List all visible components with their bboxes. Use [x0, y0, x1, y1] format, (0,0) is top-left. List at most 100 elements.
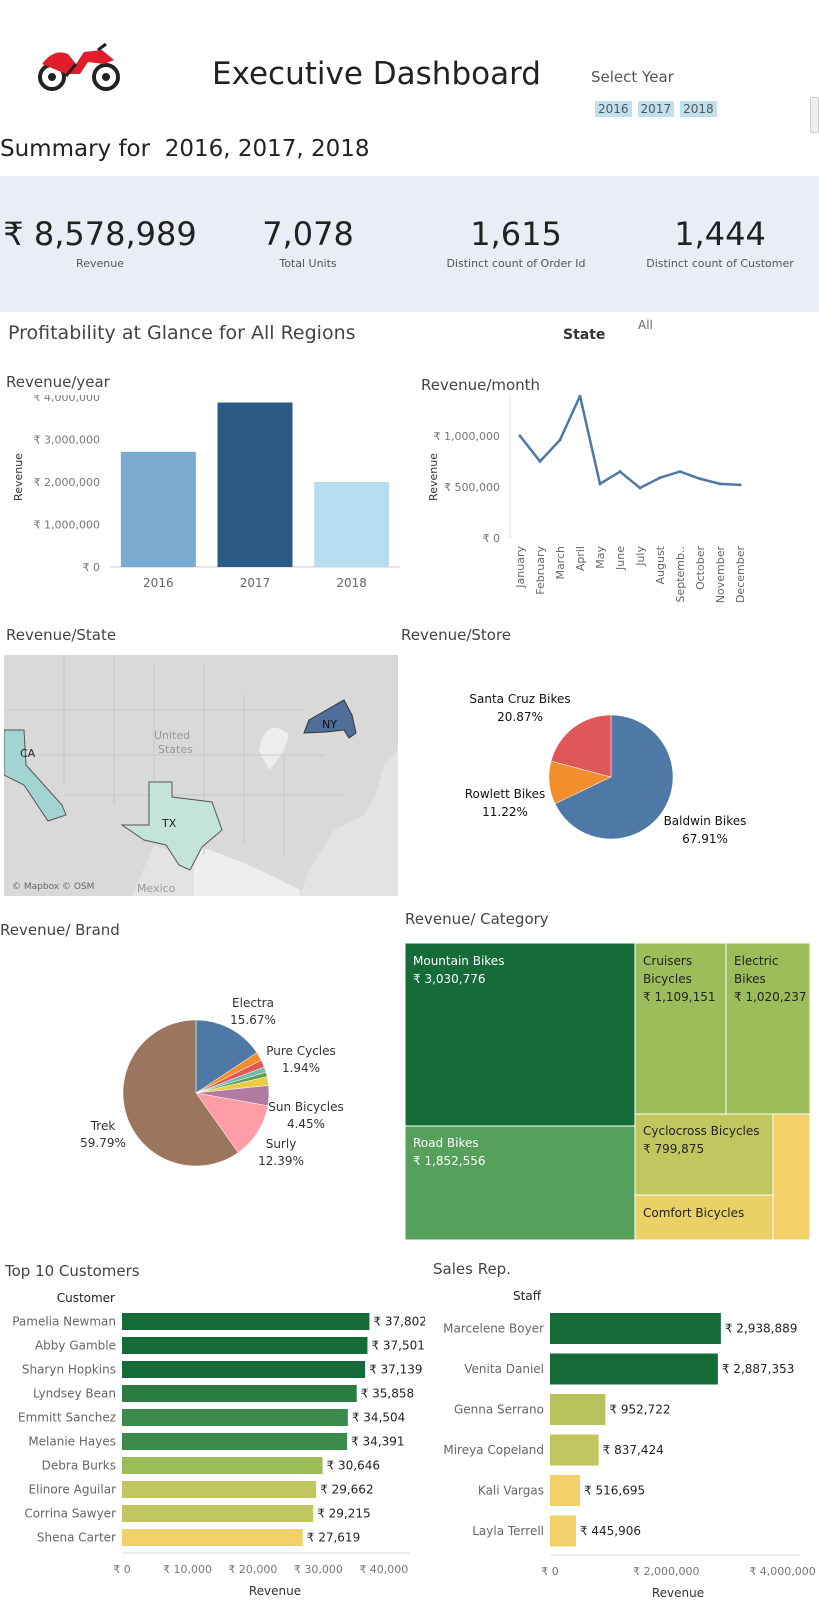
x-tick-label: November: [714, 546, 727, 604]
category-label: Lyndsey Bean: [33, 1387, 116, 1401]
value-label: ₹ 27,619: [307, 1531, 360, 1545]
bar-2018[interactable]: [314, 482, 390, 567]
kpi-label: Total Units: [279, 257, 337, 270]
brand-pct-surly: 12.39%: [258, 1154, 304, 1168]
year-chip-2016[interactable]: 2016: [595, 101, 632, 117]
treemap-label-line: Bikes: [734, 972, 766, 986]
kpi-value: 1,444: [674, 215, 766, 253]
slice-baldwin-bikes[interactable]: [554, 714, 674, 840]
x-tick-label: October: [694, 546, 707, 590]
customers-x-axis-title: Revenue: [249, 1584, 301, 1598]
state-filter-value[interactable]: All: [638, 318, 653, 332]
kpi-value: 7,078: [262, 215, 354, 253]
bar-marcelene-boyer[interactable]: [550, 1313, 721, 1344]
revenue-year-title: Revenue/year: [6, 373, 110, 391]
x-tick-label: ₹ 2,000,000: [633, 1565, 699, 1578]
bar-venita-daniel[interactable]: [550, 1353, 718, 1385]
brand-label-electra: Electra: [232, 996, 274, 1010]
store-label-santa-cruz: Santa Cruz Bikes: [469, 692, 570, 706]
bar-elinore-aguilar[interactable]: [122, 1481, 317, 1498]
gulf-of-mexico: [194, 845, 300, 896]
x-tick-label: Septemb..: [674, 546, 687, 603]
revenue-state-title: Revenue/State: [6, 626, 117, 644]
value-label: ₹ 445,906: [580, 1524, 641, 1538]
treemap-label: Comfort Bicycles: [643, 1206, 744, 1220]
treemap-electric[interactable]: [725, 943, 811, 1115]
bar-genna-serrano[interactable]: [550, 1394, 606, 1425]
scrollbar-handle[interactable]: [810, 97, 819, 133]
brand-label-pure-cycles: Pure Cycles: [266, 1044, 336, 1058]
treemap-mountain-bikes[interactable]: [405, 943, 636, 1127]
bar-pamelia-newman[interactable]: [122, 1313, 370, 1330]
category-label: Abby Gamble: [35, 1339, 116, 1353]
sales-rep-title: Sales Rep.: [433, 1260, 511, 1278]
revenue-line[interactable]: [519, 395, 741, 490]
state-ny[interactable]: [303, 699, 357, 739]
treemap-value: ₹ 1,852,556: [413, 1154, 486, 1168]
kpi-total-units: 7,078 Total Units: [208, 215, 408, 270]
brand-pct-pure-cycles: 1.94%: [282, 1061, 320, 1075]
page-title: Executive Dashboard: [212, 56, 541, 92]
bar-mireya-copeland[interactable]: [550, 1434, 599, 1466]
bar-sharyn-hopkins[interactable]: [122, 1361, 366, 1378]
bar-2016[interactable]: [120, 451, 196, 567]
slice-santa-cruz-bikes[interactable]: [550, 714, 612, 778]
category-label: Shena Carter: [37, 1531, 116, 1545]
bar-2017[interactable]: [217, 402, 293, 567]
bar-lyndsey-bean[interactable]: [122, 1385, 357, 1402]
y-tick-label: ₹ 500,000: [444, 481, 500, 494]
x-tick-label: ₹ 20,000: [228, 1563, 277, 1576]
state-ca[interactable]: [4, 729, 67, 822]
year-chip-2017[interactable]: 2017: [637, 101, 675, 117]
treemap-other[interactable]: [772, 1113, 811, 1240]
bar-abby-gamble[interactable]: [122, 1337, 368, 1354]
revenue-year-chart: ₹ 0 ₹ 1,000,000 ₹ 2,000,000 ₹ 3,000,000 ₹ 4,…: [12, 395, 400, 590]
bar-corrina-sawyer[interactable]: [122, 1505, 314, 1522]
value-label: ₹ 516,695: [584, 1484, 645, 1498]
treemap-cyclocross[interactable]: [634, 1113, 774, 1196]
category-label: Mireya Copeland: [443, 1443, 544, 1457]
treemap-cruisers[interactable]: [634, 943, 727, 1115]
treemap-label-line: Electric: [734, 954, 778, 968]
x-tick-label: June: [614, 546, 627, 571]
x-tick-label: May: [594, 546, 607, 569]
bar-shena-carter[interactable]: [122, 1529, 303, 1546]
bar-emmitt-sanchez[interactable]: [122, 1409, 348, 1426]
x-tick-label: 2016: [143, 576, 174, 590]
great-lakes: [259, 727, 289, 770]
bar-layla-terrell[interactable]: [550, 1515, 576, 1547]
value-label: ₹ 29,662: [320, 1483, 373, 1497]
brand-label-surly: Surly: [266, 1137, 297, 1151]
x-tick-label: January: [514, 546, 527, 589]
treemap-road-bikes[interactable]: [405, 1125, 636, 1240]
x-tick-label: ₹ 10,000: [163, 1563, 212, 1576]
slice-trek[interactable]: [122, 1019, 239, 1167]
category-label: Kali Vargas: [478, 1484, 544, 1498]
category-label: Sharyn Hopkins: [22, 1363, 116, 1377]
value-label: ₹ 37,139: [369, 1363, 422, 1377]
bar-melanie-hayes[interactable]: [122, 1433, 348, 1450]
brand-pct-electra: 15.67%: [230, 1013, 276, 1027]
value-label: ₹ 2,938,889: [725, 1322, 798, 1336]
revenue-category-title: Revenue/ Category: [405, 910, 549, 928]
x-tick-label: August: [654, 545, 667, 584]
brand-label-trek: Trek: [90, 1119, 116, 1133]
x-tick-label: ₹ 0: [541, 1565, 559, 1578]
y-tick-label: ₹ 1,000,000: [434, 430, 500, 443]
state-label-tx: TX: [161, 817, 177, 830]
kpi-band: [0, 176, 819, 312]
state-tx[interactable]: [120, 781, 223, 871]
sales-x-axis-title: Revenue: [652, 1586, 704, 1600]
summary-heading: Summary for 2016, 2017, 2018: [0, 136, 370, 162]
bar-kali-vargas[interactable]: [550, 1475, 581, 1506]
value-label: ₹ 35,858: [361, 1387, 414, 1401]
value-label: ₹ 29,215: [317, 1507, 370, 1521]
bar-debra-burks[interactable]: [122, 1457, 323, 1474]
category-label: Debra Burks: [42, 1459, 116, 1473]
treemap-value: ₹ 3,030,776: [413, 972, 486, 986]
state-label-ny: NY: [322, 718, 337, 731]
slice-electra[interactable]: [195, 1019, 258, 1094]
revenue-store-title: Revenue/Store: [401, 626, 512, 644]
year-chip-2018[interactable]: 2018: [680, 101, 717, 117]
x-tick-label: December: [734, 546, 747, 604]
